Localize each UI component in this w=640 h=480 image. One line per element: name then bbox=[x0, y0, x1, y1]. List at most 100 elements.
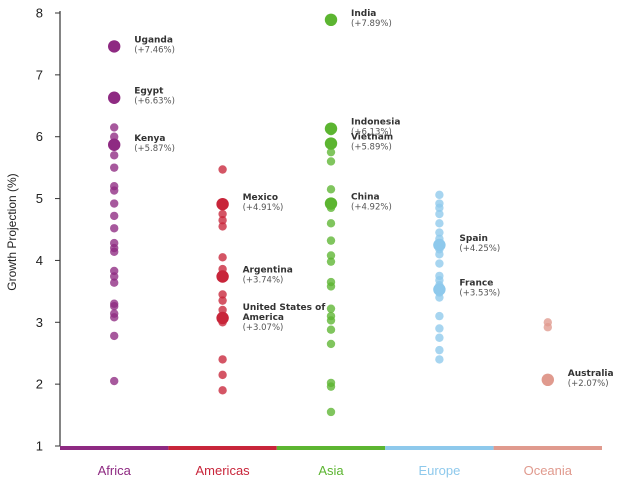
data-point bbox=[435, 203, 444, 213]
data-point bbox=[218, 290, 227, 299]
annotation-value: (+4.91%) bbox=[243, 203, 284, 213]
category-bar-americas bbox=[168, 446, 277, 450]
y-tick-label: 4 bbox=[36, 253, 43, 268]
highlighted-point bbox=[324, 137, 338, 150]
data-point bbox=[110, 331, 119, 341]
category-label-oceania: Oceania bbox=[524, 463, 573, 478]
annotation-value: (+2.07%) bbox=[568, 379, 609, 389]
y-tick-label: 2 bbox=[36, 377, 43, 392]
data-point bbox=[435, 250, 444, 259]
data-point bbox=[218, 296, 227, 305]
data-point bbox=[435, 345, 444, 355]
data-point bbox=[326, 185, 336, 194]
data-point bbox=[110, 302, 119, 311]
y-tick-label: 3 bbox=[36, 315, 43, 330]
data-point bbox=[435, 228, 444, 237]
annotation: Kenya(+5.87%) bbox=[134, 134, 175, 154]
data-point bbox=[326, 325, 336, 334]
annotation-name-line: America bbox=[243, 313, 284, 323]
data-point bbox=[110, 313, 119, 322]
category-label-americas: Americas bbox=[196, 463, 251, 478]
annotation-name: United States of America bbox=[243, 303, 326, 323]
data-point bbox=[110, 199, 119, 208]
data-point bbox=[218, 222, 227, 231]
annotation-name: Spain bbox=[459, 234, 488, 244]
category-bar-africa bbox=[60, 446, 169, 450]
data-point bbox=[110, 224, 119, 233]
category-bars: Africa Americas Asia Europe Oceania bbox=[60, 446, 602, 478]
data-point bbox=[435, 190, 444, 200]
highlighted-point bbox=[108, 91, 121, 104]
data-point bbox=[326, 282, 336, 291]
annotation-name: Vietnam bbox=[351, 133, 393, 143]
annotation: Mexico(+4.91%) bbox=[243, 193, 284, 213]
annotation: Spain(+4.25%) bbox=[459, 234, 500, 254]
data-point bbox=[326, 339, 336, 349]
category-bar-asia bbox=[276, 446, 386, 450]
annotation-name: Australia bbox=[568, 369, 614, 379]
y-tick-label: 5 bbox=[36, 191, 43, 206]
data-point bbox=[326, 257, 336, 266]
data-point bbox=[543, 323, 552, 332]
data-point bbox=[218, 201, 227, 211]
annotation-value: (+5.89%) bbox=[351, 143, 392, 153]
highlighted-point bbox=[108, 40, 121, 53]
data-point bbox=[326, 219, 336, 228]
category-label-africa: Africa bbox=[98, 463, 132, 478]
data-point bbox=[326, 382, 336, 391]
annotation: India(+7.89%) bbox=[351, 9, 392, 29]
annotation-value: (+5.87%) bbox=[134, 144, 175, 154]
annotation: Indonesia(+6.13%) bbox=[351, 118, 400, 138]
data-point bbox=[110, 132, 119, 141]
data-point bbox=[218, 253, 227, 262]
data-point bbox=[435, 311, 444, 321]
annotation-value: (+7.46%) bbox=[134, 45, 175, 55]
annotation-value: (+3.74%) bbox=[243, 276, 284, 286]
data-point bbox=[435, 219, 444, 228]
data-point bbox=[110, 278, 119, 287]
data-point bbox=[218, 165, 227, 174]
annotation: Australia(+2.07%) bbox=[568, 369, 614, 389]
annotation: Uganda(+7.46%) bbox=[134, 35, 175, 55]
data-point bbox=[110, 247, 119, 256]
data-point bbox=[435, 333, 444, 342]
data-point bbox=[218, 355, 227, 364]
y-axis-label: Growth Projection (%) bbox=[5, 173, 19, 290]
data-point bbox=[110, 186, 119, 195]
category-bar-europe bbox=[385, 446, 494, 450]
highlighted-point bbox=[108, 138, 121, 151]
highlighted-point bbox=[324, 13, 338, 27]
annotation: France(+3.53%) bbox=[459, 279, 500, 299]
data-point bbox=[435, 293, 444, 302]
data-point bbox=[218, 216, 227, 225]
annotation-name: Kenya bbox=[134, 134, 165, 144]
annotation-name-line: United States of bbox=[243, 303, 326, 313]
annotation-value: (+6.63%) bbox=[134, 97, 175, 107]
data-point bbox=[218, 209, 227, 219]
data-point bbox=[110, 272, 119, 281]
data-point bbox=[435, 324, 444, 333]
data-point bbox=[218, 370, 227, 380]
annotation-name: France bbox=[459, 279, 493, 289]
annotation-name: Indonesia bbox=[351, 118, 400, 128]
data-point bbox=[110, 211, 119, 221]
annotation-name: Egypt bbox=[134, 87, 164, 97]
y-tick-label: 7 bbox=[36, 67, 43, 82]
annotation-value: (+4.92%) bbox=[351, 203, 392, 213]
annotation: Argentina(+3.74%) bbox=[243, 266, 293, 286]
annotation-name: China bbox=[351, 193, 380, 203]
data-point bbox=[435, 355, 444, 364]
y-tick-label: 8 bbox=[36, 6, 43, 21]
highlighted-point bbox=[216, 270, 229, 283]
annotation-value: (+7.89%) bbox=[351, 19, 392, 29]
annotation-name: Argentina bbox=[243, 266, 293, 276]
data-point bbox=[435, 259, 444, 268]
y-axis: 1 2 3 4 5 6 7 8 bbox=[36, 6, 61, 454]
annotation-name: India bbox=[351, 9, 376, 19]
data-point bbox=[326, 407, 336, 417]
data-point bbox=[326, 316, 336, 325]
annotation: Egypt(+6.63%) bbox=[134, 87, 175, 107]
data-point bbox=[326, 126, 336, 136]
data-point bbox=[218, 318, 227, 327]
